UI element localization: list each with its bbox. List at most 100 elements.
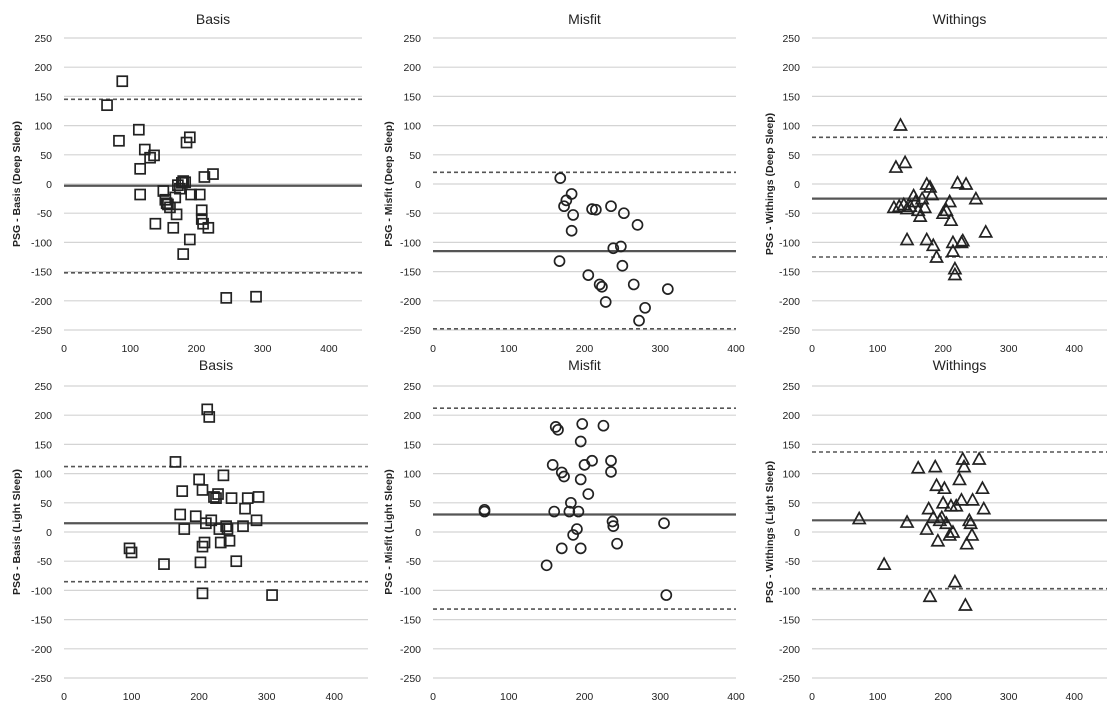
data-point	[945, 524, 961, 538]
data-point	[252, 491, 265, 503]
y-tick-label: -250	[779, 673, 800, 685]
panel-title: Withings	[933, 357, 987, 373]
x-tick-label: 0	[430, 343, 436, 355]
data-point	[965, 492, 981, 506]
data-point	[929, 477, 944, 492]
data-point	[899, 231, 915, 246]
data-point	[851, 510, 867, 525]
y-tick-label: 150	[403, 91, 421, 103]
data-point	[237, 520, 249, 533]
data-point	[611, 537, 623, 550]
data-point	[658, 517, 670, 530]
y-tick-label: -200	[400, 644, 421, 656]
data-point	[605, 465, 617, 478]
data-point	[975, 480, 990, 495]
x-tick-label: 200	[934, 343, 952, 355]
y-tick-label: 100	[403, 469, 421, 481]
data-point	[947, 260, 963, 275]
y-tick-label: 100	[403, 121, 421, 133]
data-point	[908, 193, 924, 208]
data-point	[942, 527, 958, 541]
data-point	[582, 488, 595, 500]
data-point	[963, 515, 979, 530]
y-tick-label: 100	[782, 469, 800, 481]
data-point	[183, 233, 196, 246]
data-point	[955, 232, 971, 247]
x-tick-label: 200	[576, 691, 594, 703]
y-tick-label: -50	[785, 208, 800, 220]
y-tick-label: 0	[794, 179, 800, 191]
data-point	[207, 168, 219, 180]
y-tick-label: 150	[34, 91, 52, 103]
data-point	[179, 176, 192, 189]
panel-1: 250 200 150 100 50 0 -50 -100 -150 -200 -250 0 100 20…	[11, 11, 362, 355]
data-point	[927, 458, 943, 473]
y-axis-label: PSG - Basis (Deep Sleep)	[11, 121, 23, 247]
data-point	[964, 527, 980, 541]
y-tick-label: -150	[779, 267, 800, 279]
y-axis-label: PSG - Misfit (Light Sleep)	[383, 469, 395, 594]
y-tick-label: 50	[788, 498, 800, 510]
y-tick-label: 100	[34, 469, 52, 481]
data-point	[554, 172, 567, 185]
y-tick-label: -50	[37, 556, 52, 568]
y-tick-label: -100	[779, 237, 800, 249]
panel-title: Withings	[933, 11, 987, 27]
x-tick-label: 0	[809, 343, 815, 355]
y-tick-label: 250	[782, 381, 800, 393]
x-tick-label: 200	[576, 343, 594, 355]
panel-5: 250 200 150 100 50 0 -50 -100 -150 -200 -250 0 100 20…	[383, 357, 745, 703]
data-point	[565, 224, 578, 237]
data-point	[132, 123, 145, 136]
data-point	[633, 314, 645, 327]
data-point	[945, 234, 961, 249]
x-tick-label: 400	[727, 691, 745, 703]
data-point	[935, 205, 951, 220]
data-point	[560, 194, 573, 207]
x-tick-label: 400	[1065, 691, 1083, 703]
x-tick-label: 0	[809, 691, 815, 703]
data-point	[144, 151, 156, 164]
data-point	[912, 208, 928, 222]
data-point	[196, 587, 209, 600]
x-tick-label: 100	[500, 343, 518, 355]
y-tick-label: 100	[782, 121, 800, 133]
data-point	[149, 217, 162, 230]
y-tick-label: 0	[794, 527, 800, 539]
data-point	[639, 301, 651, 314]
data-point	[178, 523, 191, 535]
y-tick-label: 150	[782, 91, 800, 103]
data-point	[593, 278, 606, 291]
data-point	[548, 505, 561, 518]
y-tick-label: -250	[31, 673, 52, 685]
data-point	[917, 199, 933, 214]
data-point	[616, 259, 629, 272]
panel-title: Basis	[196, 11, 230, 27]
data-point	[899, 514, 915, 528]
data-point	[565, 496, 577, 509]
data-point	[558, 470, 570, 483]
x-tick-label: 400	[1065, 343, 1083, 355]
data-point	[185, 188, 197, 201]
data-point	[925, 509, 941, 524]
data-point	[549, 421, 562, 433]
data-point	[943, 212, 959, 227]
data-point	[929, 249, 944, 263]
data-point	[266, 589, 278, 601]
x-tick-label: 100	[500, 691, 518, 703]
data-point	[571, 523, 583, 535]
data-point	[956, 458, 972, 473]
data-point	[210, 492, 222, 504]
y-tick-label: 0	[415, 179, 421, 191]
y-tick-label: 0	[415, 527, 421, 539]
data-point	[478, 505, 491, 518]
y-tick-label: 0	[46, 527, 52, 539]
data-point	[924, 186, 940, 201]
y-tick-label: 200	[403, 62, 421, 74]
data-point	[213, 523, 226, 535]
y-tick-label: -250	[31, 325, 52, 337]
panel-title: Basis	[199, 357, 233, 373]
data-point	[116, 75, 129, 88]
x-tick-label: 100	[121, 343, 139, 355]
data-point	[101, 99, 113, 112]
